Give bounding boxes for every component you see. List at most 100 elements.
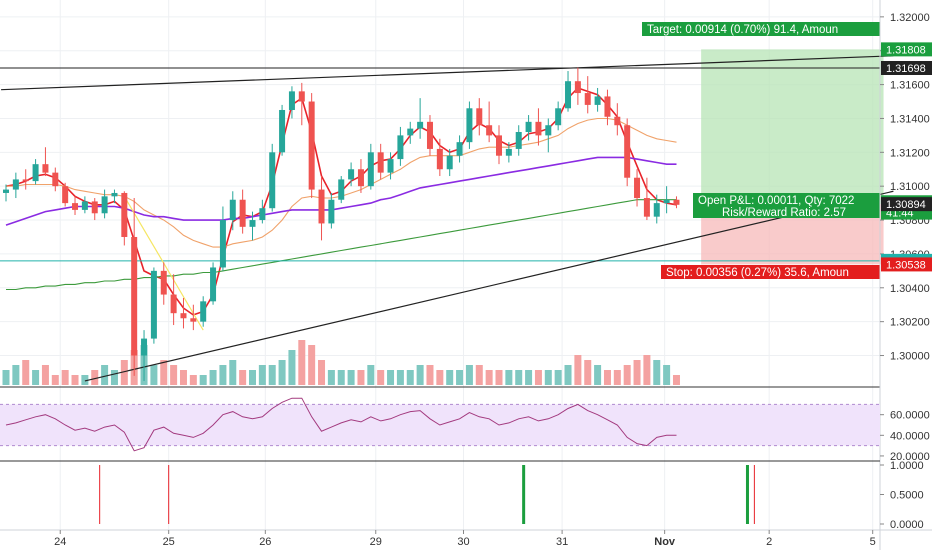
volume-bar: [525, 370, 533, 385]
candle-body: [525, 121, 532, 132]
volume-bar: [298, 340, 306, 385]
candle-body: [328, 199, 335, 224]
candle-body: [663, 199, 670, 204]
price-tag-box: [881, 60, 932, 75]
candle-body: [101, 196, 108, 214]
candle-body: [436, 148, 443, 170]
candle-body: [604, 96, 611, 117]
volume-bar: [288, 350, 296, 385]
volume-bar: [456, 370, 464, 385]
open-pnl-label: Open P&L: 0.00011, Qty: 7022: [698, 195, 854, 207]
volume-bar: [672, 375, 680, 385]
trend-line: [1, 55, 894, 91]
volume-bar: [426, 365, 434, 385]
volume-bar: [239, 370, 247, 385]
volume-bar: [337, 370, 345, 385]
time-axis-label: 30: [457, 536, 469, 548]
volume-bar: [150, 365, 158, 385]
candle-body: [170, 294, 177, 314]
candle-body: [377, 152, 384, 173]
candle-body: [367, 152, 374, 187]
candle-body: [643, 198, 650, 217]
target-label: Target: 0.00914 (0.70%) 91.4, Amoun: [647, 24, 838, 36]
candle-body: [22, 179, 29, 182]
candle-body: [515, 132, 522, 149]
price-axis-label: 1.31000: [890, 181, 930, 193]
volume-bar: [663, 365, 671, 385]
volume-bar: [505, 370, 513, 385]
candle-body: [160, 270, 167, 295]
signal-bar: [753, 465, 755, 524]
price-tag-label: 1.31698: [886, 63, 926, 75]
candle-body: [42, 164, 49, 173]
time-axis-label: 29: [370, 536, 382, 548]
volume-bar: [160, 360, 168, 385]
rsi-line: [5, 397, 677, 452]
volume-bar: [377, 370, 385, 385]
candle-body: [574, 81, 581, 94]
volume-bar: [318, 360, 326, 385]
volume-bar: [71, 375, 79, 385]
volume-bar: [229, 360, 237, 385]
candle-body: [387, 159, 394, 173]
volume-bar: [32, 370, 40, 385]
target-label-box: [642, 22, 880, 36]
volume-bar: [574, 355, 582, 385]
volume-bar: [12, 365, 20, 385]
volume-bar: [446, 370, 454, 385]
time-axis-label: 26: [259, 536, 271, 548]
volume-bar: [41, 365, 49, 385]
candle-body: [62, 186, 69, 204]
candle-body: [279, 109, 286, 153]
position-target-zone: [701, 49, 884, 205]
risk-reward-label: Risk/Reward Ratio: 2.57: [722, 207, 846, 219]
volume-bar: [347, 370, 355, 385]
candle-body: [555, 108, 562, 126]
rsi-axis-label: 40.0000: [890, 430, 930, 442]
time-axis-label: Nov: [654, 536, 676, 548]
volume-bar: [258, 365, 266, 385]
candle-body: [249, 220, 256, 227]
candle-body: [229, 199, 236, 221]
volume-bar: [189, 375, 197, 385]
volume-bar: [643, 355, 651, 385]
volume-bar: [633, 360, 641, 385]
candle-body: [673, 199, 680, 205]
signal-bar: [522, 465, 526, 524]
candle-body: [72, 203, 79, 210]
volume-bar: [110, 370, 118, 385]
candle-body: [259, 208, 266, 221]
price-axis-label: 1.32000: [890, 12, 930, 24]
price-tag-label: 1.30894: [886, 199, 926, 211]
candle-body: [210, 267, 217, 302]
candle-body: [348, 169, 355, 180]
volume-bar: [91, 370, 99, 385]
volume-bar: [603, 370, 611, 385]
signal-axis-label: 0.0000: [890, 519, 924, 531]
volume-bar: [416, 365, 424, 385]
volume-bar: [367, 365, 375, 385]
candle-body: [121, 192, 128, 237]
candle-body: [417, 121, 424, 129]
candle-body: [190, 318, 197, 322]
price-axis-label: 1.30400: [890, 283, 930, 295]
candle-body: [486, 125, 493, 136]
time-axis-label: 24: [54, 536, 66, 548]
volume-bar: [406, 370, 414, 385]
volume-bar: [387, 370, 395, 385]
volume-bar: [613, 370, 621, 385]
volume-bar: [495, 370, 503, 385]
candle-body: [288, 91, 295, 110]
candle-body: [426, 121, 433, 149]
candle-body: [584, 93, 591, 105]
volume-bar: [544, 370, 552, 385]
moving-average-line: [5, 156, 677, 226]
signal-bar: [745, 465, 749, 524]
time-axis-label: 31: [556, 536, 568, 548]
volume-bar: [534, 370, 542, 385]
candle-body: [624, 125, 631, 178]
volume-bar: [209, 370, 217, 385]
price-tag-box: [881, 42, 932, 57]
